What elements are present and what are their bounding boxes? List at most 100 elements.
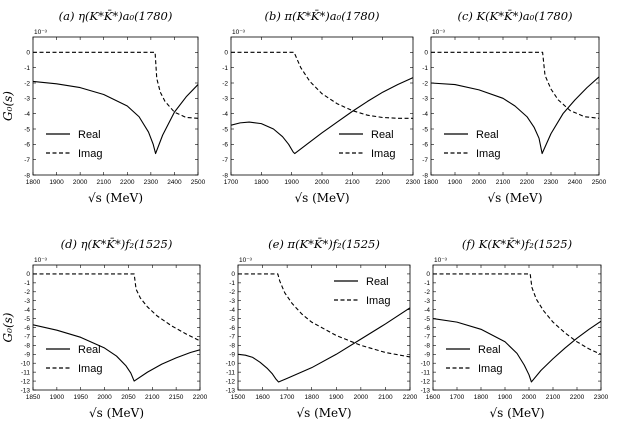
legend-label-imag: Imag xyxy=(78,363,102,375)
legend: Real Imag xyxy=(446,344,502,375)
x-tick-label: 1900 xyxy=(50,394,65,401)
panel-title: (b) π(K*K̄*)a₀(1780) xyxy=(265,9,380,23)
legend-label-real: Real xyxy=(78,129,101,141)
panel-b: 1700 1800 1900 2000 2100 2200 2300 0 -1 -2 -3 -4 -5 -… xyxy=(222,9,420,205)
y-tick-label: -3 xyxy=(424,298,430,305)
legend-label-imag: Imag xyxy=(366,295,390,307)
plot-frame xyxy=(430,36,600,176)
x-tick-label: 2400 xyxy=(568,179,583,186)
y-tick-label: -13 xyxy=(421,387,431,394)
x-tick-label: 2000 xyxy=(354,394,369,401)
y-tick-label: -6 xyxy=(424,325,430,332)
x-tick-label: 2100 xyxy=(345,179,360,186)
y-tick-label: 0 xyxy=(426,271,430,278)
y-tick-label: -8 xyxy=(24,172,30,179)
legend-label-real: Real xyxy=(366,276,389,288)
x-tick-label: 2150 xyxy=(169,394,184,401)
y-tick-label: 0 xyxy=(224,50,228,57)
x-tick-label: 2100 xyxy=(96,179,111,186)
x-tick-label: 2000 xyxy=(522,394,537,401)
y-tick-label: -3 xyxy=(229,298,235,305)
x-tick-label: 1900 xyxy=(329,394,344,401)
panel-e: 1500 1600 1700 1800 1900 2000 2100 2200 0 -1 -2 -3 -… xyxy=(226,237,418,420)
x-axis-title: √s (MeV) xyxy=(294,191,349,205)
x-tick-label: 1700 xyxy=(450,394,465,401)
x-tick-label: 2300 xyxy=(594,394,609,401)
y-multiplier: 10⁻³ xyxy=(34,29,48,36)
x-tick-label: 1800 xyxy=(424,179,439,186)
x-tick-label: 2000 xyxy=(315,179,330,186)
x-tick-label: 2100 xyxy=(496,179,511,186)
y-tick-label: -7 xyxy=(229,334,235,341)
y-tick-label: -12 xyxy=(421,378,431,385)
y-tick-label: -10 xyxy=(421,361,431,368)
x-tick-label: 2500 xyxy=(191,179,206,186)
x-axis-title: √s (MeV) xyxy=(489,406,544,420)
legend: Real Imag xyxy=(46,344,102,375)
x-tick-label: 1600 xyxy=(255,394,270,401)
legend-label-real: Real xyxy=(478,344,501,356)
y-tick-label: -7 xyxy=(24,157,30,164)
x-axis-title: √s (MeV) xyxy=(89,406,144,420)
x-tick-label: 1950 xyxy=(73,394,88,401)
y-tick-label: -6 xyxy=(24,325,30,332)
y-tick-label: -2 xyxy=(24,289,30,296)
series-line-imag xyxy=(33,273,200,342)
x-axis-title: √s (MeV) xyxy=(88,191,143,205)
x-tick-label: 2000 xyxy=(73,179,88,186)
y-tick-label: -13 xyxy=(21,387,31,394)
series-line-imag xyxy=(33,51,198,119)
y-tick-label: -9 xyxy=(24,352,30,359)
y-tick-label: -4 xyxy=(229,307,235,314)
panel-d: 1850 1900 1950 2000 2050 2100 2150 2200 0 -1 -2 -3 -… xyxy=(1,237,208,420)
series-line-real xyxy=(33,324,200,382)
series-line-imag xyxy=(231,51,413,119)
panel-title: (d) η(K*K̄*)f₂(1525) xyxy=(61,237,173,251)
x-tick-label: 1900 xyxy=(49,179,64,186)
legend: Real Imag xyxy=(444,129,500,160)
legend-label-real: Real xyxy=(371,129,394,141)
y-tick-label: -10 xyxy=(21,361,31,368)
y-tick-label: -2 xyxy=(229,289,235,296)
legend-label-real: Real xyxy=(476,129,499,141)
y-tick-label: -8 xyxy=(424,343,430,350)
y-tick-label: -12 xyxy=(21,378,31,385)
y-tick-label: -1 xyxy=(422,65,428,72)
y-tick-label: -5 xyxy=(424,316,430,323)
y-tick-label: -4 xyxy=(422,111,428,118)
y-tick-label: -5 xyxy=(422,126,428,133)
plot-frame xyxy=(432,264,602,391)
y-tick-label: -5 xyxy=(24,316,30,323)
y-axis-title: G₀(s) xyxy=(1,312,15,342)
x-tick-label: 2300 xyxy=(544,179,559,186)
y-tick-label: -4 xyxy=(24,307,30,314)
legend: Real Imag xyxy=(339,129,395,160)
panel-title: (c) K(K*K̄*)a₀(1780) xyxy=(457,9,572,23)
x-tick-label: 1800 xyxy=(304,394,319,401)
y-tick-label: -5 xyxy=(229,316,235,323)
y-multiplier: 10⁻³ xyxy=(232,29,246,36)
plot-frame xyxy=(32,36,199,176)
x-tick-label: 2200 xyxy=(570,394,585,401)
y-tick-label: -6 xyxy=(222,142,228,149)
x-tick-label: 1600 xyxy=(426,394,441,401)
y-tick-label: -7 xyxy=(424,334,430,341)
x-tick-label: 1800 xyxy=(26,179,41,186)
y-tick-label: -3 xyxy=(422,96,428,103)
y-axis-title: G₀(s) xyxy=(1,91,15,121)
y-tick-label: -1 xyxy=(24,65,30,72)
x-tick-label: 1850 xyxy=(26,394,41,401)
y-tick-label: 0 xyxy=(26,50,30,57)
series-line-imag xyxy=(431,51,599,119)
legend-label-imag: Imag xyxy=(371,148,395,160)
panel-a: 1800 1900 2000 2100 2200 2300 2400 2500 0 -1 -2 -3 -… xyxy=(1,9,206,205)
y-tick-label: -10 xyxy=(226,361,236,368)
x-tick-label: 2000 xyxy=(472,179,487,186)
y-multiplier: 10⁻³ xyxy=(239,257,253,264)
x-tick-label: 2200 xyxy=(193,394,208,401)
y-tick-label: -2 xyxy=(424,289,430,296)
y-tick-label: -9 xyxy=(424,352,430,359)
x-tick-label: 2500 xyxy=(592,179,607,186)
y-tick-label: -4 xyxy=(222,111,228,118)
